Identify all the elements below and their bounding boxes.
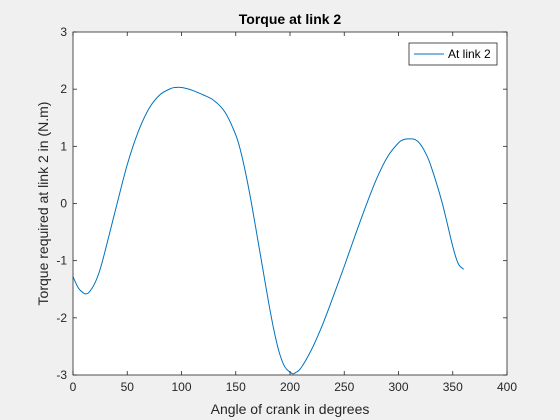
y-tick-label: -1 bbox=[56, 254, 67, 268]
y-tick-label: -3 bbox=[56, 368, 67, 382]
legend: At link 2 bbox=[408, 42, 498, 66]
y-tick-label: 2 bbox=[60, 82, 67, 96]
y-tick-label: 1 bbox=[60, 139, 67, 153]
x-tick-label: 200 bbox=[280, 380, 300, 394]
chart-title: Torque at link 2 bbox=[239, 11, 342, 27]
x-tick-label: 50 bbox=[121, 380, 135, 394]
x-tick-label: 150 bbox=[226, 380, 246, 394]
y-axis-label: Torque required at link 2 in (N.m) bbox=[35, 102, 51, 306]
y-tick-label: -2 bbox=[56, 311, 67, 325]
plot-area bbox=[73, 32, 507, 375]
x-tick-label: 400 bbox=[497, 380, 517, 394]
x-tick-label: 0 bbox=[70, 380, 77, 394]
x-axis-ticks: 0 50 100 150 200 250 300 350 400 bbox=[70, 32, 517, 394]
x-axis-label: Angle of crank in degrees bbox=[211, 401, 370, 417]
x-tick-label: 300 bbox=[388, 380, 408, 394]
y-tick-label: 3 bbox=[60, 25, 67, 39]
legend-box bbox=[408, 42, 498, 66]
legend-label: At link 2 bbox=[448, 47, 491, 61]
x-tick-label: 250 bbox=[334, 380, 354, 394]
x-tick-label: 350 bbox=[443, 380, 463, 394]
x-tick-label: 100 bbox=[171, 380, 191, 394]
y-axis-ticks: -3 -2 -1 0 1 2 3 bbox=[56, 25, 507, 382]
series-line bbox=[72, 86, 464, 375]
y-tick-label: 0 bbox=[60, 197, 67, 211]
series-layer bbox=[72, 86, 464, 375]
